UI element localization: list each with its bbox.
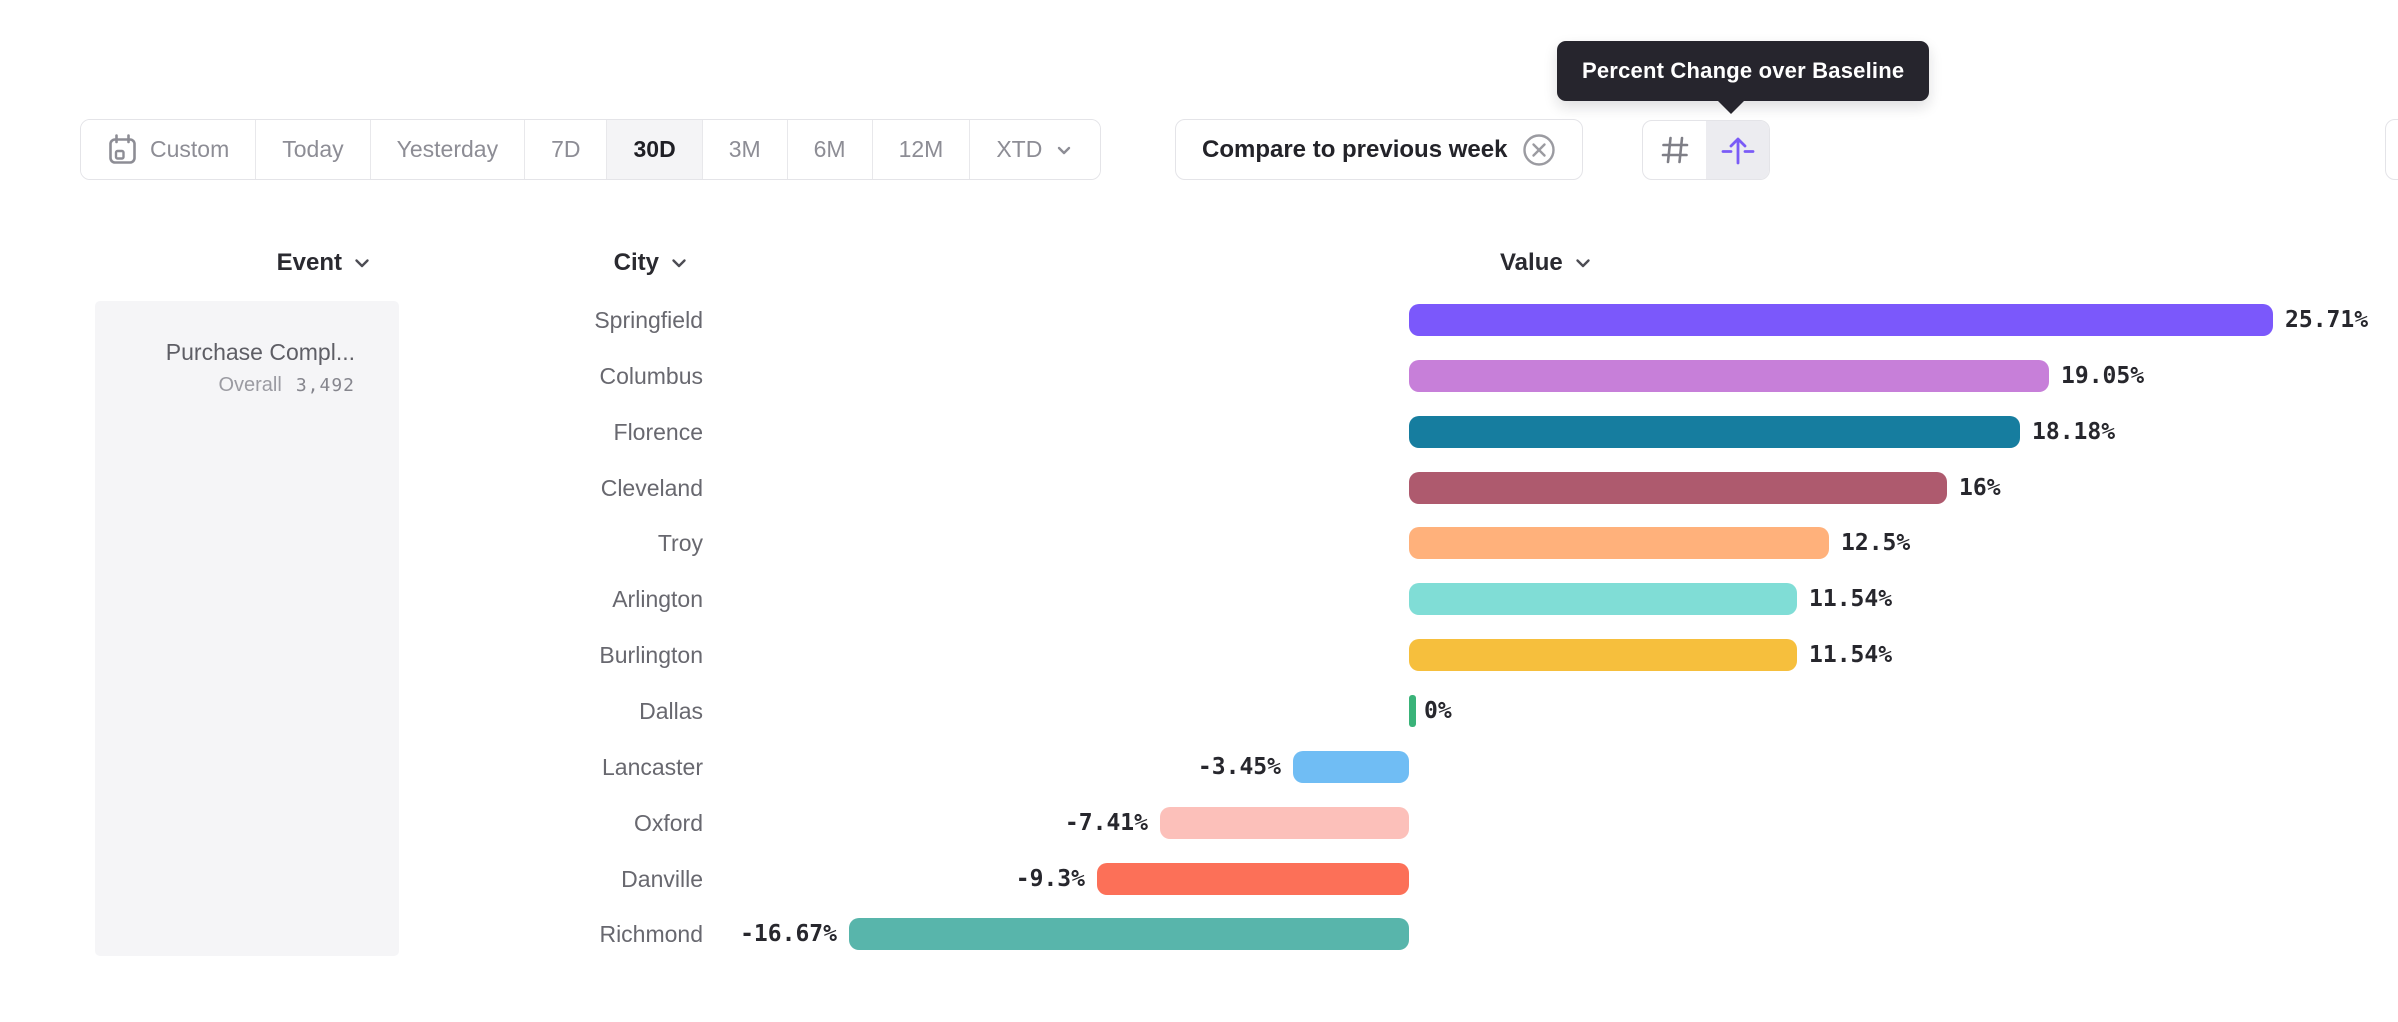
chevron-down-icon — [351, 252, 373, 274]
city-label: Arlington — [612, 586, 703, 612]
bar-columbus[interactable] — [1409, 360, 2049, 392]
city-label: Troy — [657, 530, 703, 556]
bar-value-label: 25.71% — [2285, 307, 2369, 333]
chevron-down-icon — [668, 252, 690, 274]
chevron-down-icon — [1054, 140, 1074, 160]
date-button-label: Yesterday — [396, 136, 499, 162]
bar-lancaster[interactable] — [1293, 751, 1409, 783]
column-header-value[interactable]: Value — [1500, 248, 1594, 278]
bar-value-label: 19.05% — [2061, 363, 2145, 389]
date-button-7d[interactable]: 7D — [525, 120, 608, 179]
bar-value-label: 12.5% — [1841, 530, 1911, 556]
bar-value-label: 0% — [1424, 698, 1452, 724]
bar-value-label: -9.3% — [1015, 866, 1085, 892]
date-button-label: 7D — [551, 136, 581, 162]
city-label: Springfield — [594, 307, 703, 333]
city-label: Oxford — [633, 810, 703, 836]
bar-richmond[interactable] — [849, 918, 1409, 950]
bar-cleveland[interactable] — [1409, 472, 1947, 504]
date-button-xtd[interactable]: XTD — [970, 120, 1101, 179]
compare-chip[interactable]: Compare to previous week — [1175, 119, 1584, 180]
city-label: Dallas — [639, 698, 703, 724]
bar-arlington[interactable] — [1409, 583, 1797, 615]
date-button-label: 30D — [633, 136, 676, 162]
date-button-6m[interactable]: 6M — [787, 120, 873, 179]
date-button-label: XTD — [996, 136, 1043, 162]
bar-springfield[interactable] — [1409, 304, 2273, 336]
number-sign-icon — [1657, 132, 1693, 168]
date-button-label: 3M — [728, 136, 761, 162]
column-header-label: City — [613, 249, 659, 276]
bar-troy[interactable] — [1409, 527, 1829, 559]
date-button-today[interactable]: Today — [256, 120, 371, 179]
date-button-label: Custom — [150, 136, 230, 162]
chevron-down-icon — [1572, 252, 1594, 274]
tooltip-caret — [1716, 99, 1746, 114]
bar-oxford[interactable] — [1160, 807, 1409, 839]
city-label: Lancaster — [601, 754, 703, 780]
bar-danville[interactable] — [1097, 863, 1409, 895]
event-panel[interactable]: Purchase Compl... Overall 3,492 — [95, 301, 399, 956]
tooltip-percent-change-over-baseline: Percent Change over Baseline — [1557, 41, 1930, 101]
bar-value-label: 11.54% — [1809, 586, 1893, 612]
date-button-yesterday[interactable]: Yesterday — [370, 120, 526, 179]
city-label: Danville — [621, 866, 703, 892]
tooltip-text: Percent Change over Baseline — [1582, 58, 1905, 83]
date-button-12m[interactable]: 12M — [872, 120, 971, 179]
column-header-label: Value — [1500, 249, 1563, 276]
city-label: Columbus — [599, 363, 703, 389]
column-header-event[interactable]: Event — [95, 248, 373, 278]
city-label: Cleveland — [600, 475, 703, 501]
event-overall: Overall 3,492 — [218, 374, 355, 397]
baseline-arrow-icon — [1719, 131, 1757, 169]
toggle-percent-change-over-baseline[interactable] — [1706, 121, 1769, 179]
city-label: Richmond — [599, 921, 703, 947]
clipped-right-button[interactable] — [2385, 119, 2398, 180]
bar-value-label: -16.67% — [740, 921, 837, 947]
bar-florence[interactable] — [1409, 416, 2020, 448]
column-header-city[interactable]: City — [400, 248, 690, 278]
date-button-custom[interactable]: Custom — [81, 120, 257, 179]
date-button-label: Today — [282, 136, 344, 162]
bar-value-label: 11.54% — [1809, 642, 1893, 668]
toggle-absolute-numbers[interactable] — [1643, 121, 1706, 179]
date-button-3m[interactable]: 3M — [702, 120, 788, 179]
compare-chip-label: Compare to previous week — [1202, 135, 1508, 163]
date-range-picker: Custom Today Yesterday 7D 30D 3M 6M 12M … — [80, 119, 1102, 180]
event-name: Purchase Compl... — [165, 339, 355, 365]
calendar-icon — [107, 133, 138, 166]
bar-burlington[interactable] — [1409, 639, 1797, 671]
city-label: Burlington — [599, 642, 703, 668]
date-button-label: 12M — [898, 136, 944, 162]
bar-value-label: 18.18% — [2032, 419, 2116, 445]
value-display-toggle — [1642, 120, 1770, 180]
date-button-30d[interactable]: 30D — [607, 120, 703, 179]
column-header-label: Event — [276, 249, 342, 276]
circle-x-icon[interactable] — [1522, 133, 1556, 167]
date-button-label: 6M — [813, 136, 846, 162]
city-label: Florence — [613, 419, 703, 445]
bar-value-label: -7.41% — [1064, 810, 1148, 836]
overall-value: 3,492 — [295, 375, 355, 396]
overall-label: Overall — [218, 374, 282, 396]
bar-value-label: 16% — [1959, 475, 2001, 501]
bar-value-label: -3.45% — [1197, 754, 1281, 780]
bar-dallas[interactable] — [1409, 695, 1416, 727]
